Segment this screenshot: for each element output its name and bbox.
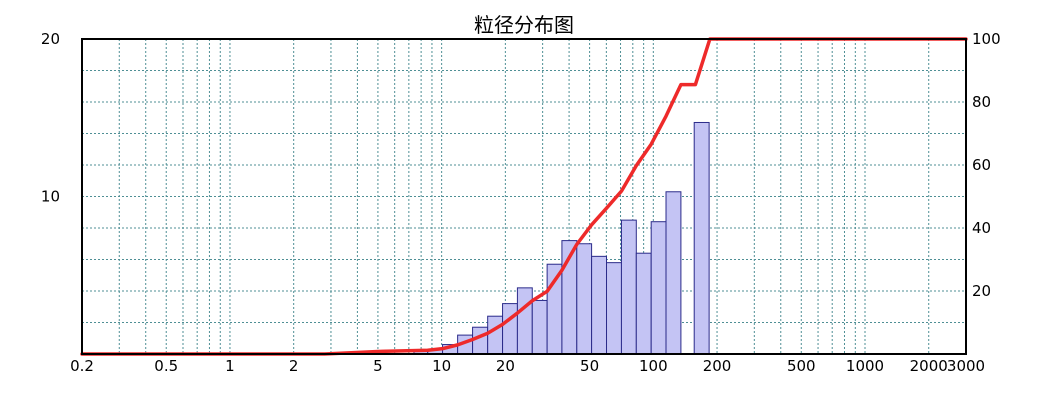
x-tick-label: 20 <box>496 357 515 375</box>
histogram-bar <box>591 255 608 355</box>
right-y-tick-label: 20 <box>972 282 991 300</box>
histogram-bar <box>606 262 622 355</box>
histogram-bar <box>635 252 652 355</box>
x-tick-label: 0.2 <box>70 357 94 375</box>
x-tick-label: 2 <box>289 357 299 375</box>
histogram-bar <box>502 303 518 355</box>
x-tick-label: 200 <box>703 357 732 375</box>
x-tick-label: 2000 <box>910 357 948 375</box>
histogram-bar <box>693 121 710 355</box>
x-tick-label: 1 <box>225 357 235 375</box>
chart-title: 粒径分布图 <box>474 13 574 37</box>
x-tick-label: 100 <box>639 357 668 375</box>
x-tick-labels: 0.2 0.5 1 2 5 10 20 50 100 200 500 1000 2000 3000 <box>70 357 985 375</box>
histogram-bars <box>413 121 710 355</box>
left-y-tick-label: 10 <box>41 188 60 206</box>
x-tick-label: 0.5 <box>154 357 178 375</box>
x-tick-label: 50 <box>580 357 599 375</box>
histogram-bar <box>531 299 548 355</box>
right-y-tick-label: 100 <box>972 30 1001 48</box>
histogram-bar <box>576 243 593 355</box>
histogram-bar <box>546 263 563 355</box>
right-y-tick-label: 40 <box>972 219 991 237</box>
x-tick-label: 500 <box>787 357 816 375</box>
right-y-tick-label: 80 <box>972 93 991 111</box>
x-tick-label: 10 <box>432 357 451 375</box>
histogram-bar <box>665 191 682 355</box>
histogram-bar <box>620 219 637 355</box>
cumulative-curve-layer <box>80 37 968 356</box>
right-y-tick-labels: 20 40 60 80 100 <box>972 30 1001 300</box>
right-y-tick-label: 60 <box>972 156 991 174</box>
x-tick-label: 3000 <box>947 357 985 375</box>
histogram-bar <box>487 315 504 355</box>
x-tick-label: 5 <box>373 357 383 375</box>
left-y-tick-label: 20 <box>41 30 60 48</box>
cumulative-curve <box>80 37 968 356</box>
plot-frame <box>81 38 967 355</box>
histogram-bar <box>472 326 489 355</box>
histogram-bar <box>650 221 667 355</box>
x-tick-label: 1000 <box>846 357 884 375</box>
histogram-bar <box>516 287 533 355</box>
left-y-tick-labels: 10 20 <box>41 30 60 206</box>
